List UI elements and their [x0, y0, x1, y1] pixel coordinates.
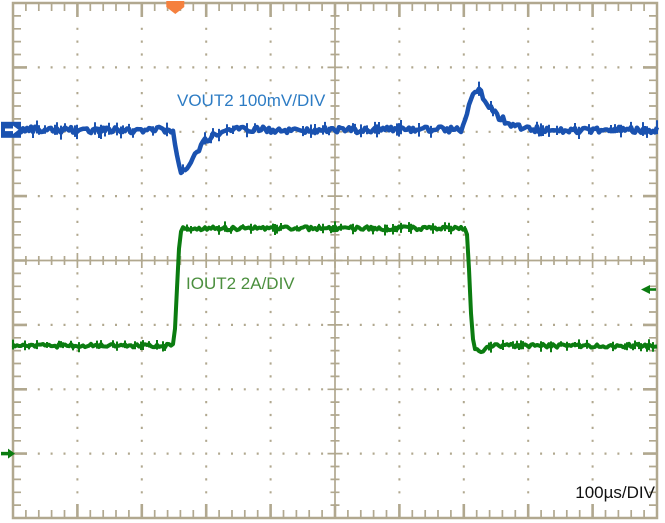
- timebase-label: 100µs/DIV: [575, 483, 655, 502]
- vout2-trace: [11, 81, 660, 176]
- vout2-channel-label: VOUT2 100mV/DIV: [177, 91, 326, 110]
- vout2-reference-marker-icon: [1, 121, 21, 138]
- trigger-marker-icon: [166, 1, 185, 14]
- iout2-zero-marker-icon: [1, 448, 15, 459]
- iout2-channel-label: IOUT2 2A/DIV: [186, 274, 295, 293]
- iout2-trace: [11, 221, 658, 355]
- graticule-grid: [11, 1, 659, 520]
- iout2-level-marker-icon: [641, 285, 656, 294]
